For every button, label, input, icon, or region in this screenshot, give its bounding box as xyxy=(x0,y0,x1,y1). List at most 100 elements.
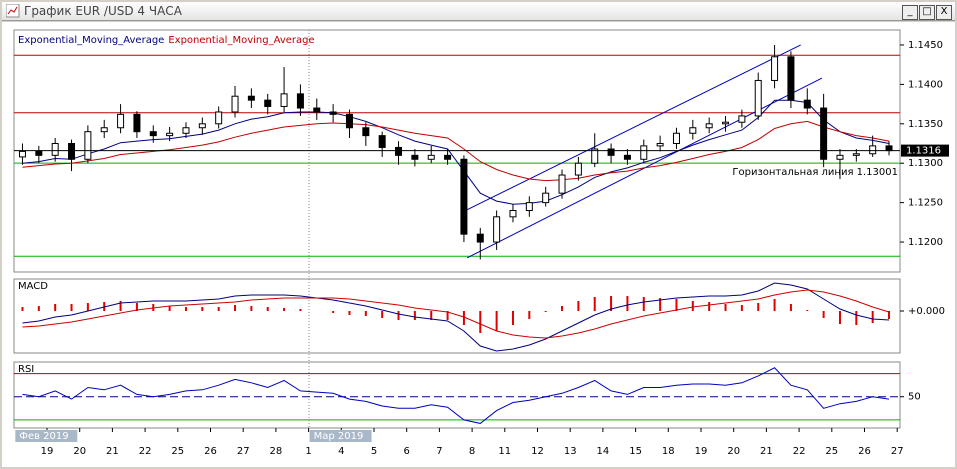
histogram-bar xyxy=(740,305,743,311)
histogram-bar xyxy=(479,311,482,333)
candle-body xyxy=(51,143,59,156)
histogram-bar xyxy=(266,307,269,311)
x-tick-label: 28 xyxy=(270,446,283,457)
candle-body xyxy=(754,79,762,117)
histogram-bar xyxy=(70,304,73,311)
x-tick-label: 12 xyxy=(531,446,544,457)
close-button[interactable]: X xyxy=(936,5,952,20)
x-tick-label: 4 xyxy=(338,446,344,457)
macd-line xyxy=(22,289,890,339)
candle-body xyxy=(149,131,157,137)
macd-panel xyxy=(13,278,901,354)
title-bar: График EUR /USD 4 ЧАСА _ □ X xyxy=(2,2,955,21)
panel-title: RSI xyxy=(18,364,34,375)
y-tick-label: 1.1300 xyxy=(908,158,943,169)
candle-body xyxy=(329,111,337,115)
histogram-bar xyxy=(691,301,694,311)
histogram-bar xyxy=(888,311,891,319)
y-tick-label: 1.1200 xyxy=(908,237,943,248)
current-price-label: 1.1316 xyxy=(906,146,941,157)
histogram-bar xyxy=(642,297,645,311)
month-label-box xyxy=(15,430,78,442)
x-tick-label: 15 xyxy=(629,446,642,457)
x-tick-label: 11 xyxy=(498,446,511,457)
candle-body xyxy=(722,121,730,125)
x-tick-label: 21 xyxy=(106,446,119,457)
histogram-bar xyxy=(675,299,678,311)
x-tick-label: 13 xyxy=(564,446,577,457)
window-title: График EUR /USD 4 ЧАСА xyxy=(24,4,182,18)
candle-body xyxy=(803,99,811,109)
minimize-button[interactable]: _ xyxy=(902,5,918,20)
histogram-bar xyxy=(528,311,531,319)
x-tick-label: 1 xyxy=(305,446,311,457)
candle-body xyxy=(656,143,664,147)
candle-body xyxy=(18,150,26,158)
histogram-bar xyxy=(413,311,416,320)
histogram-bar xyxy=(593,297,596,311)
histogram-bar xyxy=(217,307,220,311)
histogram-bar xyxy=(348,311,351,315)
y-tick-label: 50 xyxy=(908,392,921,403)
candle-body xyxy=(460,158,468,235)
x-tick-label: 19 xyxy=(41,446,54,457)
histogram-bar xyxy=(119,301,122,311)
candle-body xyxy=(542,192,550,204)
histogram-bar xyxy=(446,311,449,320)
histogram-bar xyxy=(659,298,662,311)
chart-background xyxy=(2,22,955,467)
maximize-button[interactable]: □ xyxy=(919,5,935,20)
month-label: Фев 2019 xyxy=(19,431,68,442)
candle-body xyxy=(476,233,484,243)
x-tick-label: 25 xyxy=(171,446,184,457)
candle-body xyxy=(247,95,255,101)
histogram-bar xyxy=(283,308,286,311)
x-tick-label: 18 xyxy=(662,446,675,457)
histogram-bar xyxy=(855,311,858,325)
x-tick-label: 22 xyxy=(139,446,152,457)
histogram-bar xyxy=(332,311,335,313)
candle-body xyxy=(362,127,370,137)
candle-body xyxy=(395,146,403,156)
candle-body xyxy=(820,107,828,160)
histogram-bar xyxy=(21,307,24,311)
histogram-bar xyxy=(577,301,580,311)
y-tick-label: 1.1350 xyxy=(908,119,943,130)
chart: 1.1200 1.1250 1.1300 1.1350 1.1400 1.1450 Гори… xyxy=(2,22,955,467)
histogram-bar xyxy=(822,311,825,318)
histogram-bar xyxy=(86,303,89,311)
candle-body xyxy=(133,113,141,133)
x-tick-label: 14 xyxy=(597,446,610,457)
candle-body xyxy=(493,216,501,243)
histogram-bar xyxy=(626,296,629,311)
x-tick-label: 20 xyxy=(73,446,86,457)
x-tick-label: 21 xyxy=(760,446,773,457)
candle-body xyxy=(198,123,206,129)
x-tick-label: 26 xyxy=(204,446,217,457)
candle-body xyxy=(607,148,615,156)
legend-entry: Exponential_Moving_Average xyxy=(18,35,164,46)
candle-body xyxy=(525,202,533,212)
x-tick-label: 7 xyxy=(436,446,442,457)
candle-body xyxy=(231,95,239,113)
candle-body xyxy=(411,154,419,160)
candle-body xyxy=(869,145,877,155)
ema-line xyxy=(22,120,890,182)
histogram-bar xyxy=(462,311,465,325)
candle-body xyxy=(623,154,631,160)
x-tick-label: 25 xyxy=(825,446,838,457)
candle-body xyxy=(689,127,697,134)
candle-body xyxy=(182,127,190,134)
trend-line xyxy=(466,44,801,211)
histogram-bar xyxy=(838,311,841,324)
candle-body xyxy=(787,56,795,101)
rsi-panel xyxy=(13,361,901,429)
candle-body xyxy=(558,174,566,194)
x-tick-label: 22 xyxy=(793,446,806,457)
candle-body xyxy=(296,93,304,109)
x-tick-label: 27 xyxy=(891,446,904,457)
candle-body xyxy=(166,132,174,137)
histogram-bar xyxy=(135,303,138,311)
histogram-bar xyxy=(789,304,792,311)
